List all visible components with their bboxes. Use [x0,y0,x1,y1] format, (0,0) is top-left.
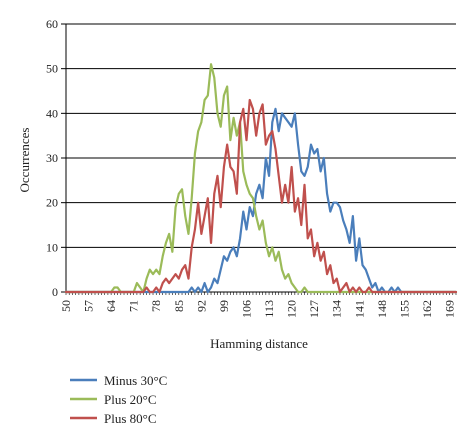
axes [61,23,457,295]
y-tick-label: 20 [46,196,58,210]
x-tick-label: 71 [127,300,141,312]
y-tick-label: 50 [46,62,58,76]
x-tick-label: 141 [352,300,366,318]
x-tick-label: 162 [420,300,434,318]
grid-lines [66,23,456,248]
legend-label: Plus 20°C [104,392,157,407]
y-axis-title: Occurrences [17,128,32,193]
x-tick-label: 113 [262,300,276,318]
series-line-2 [64,98,458,294]
x-tick-label: 120 [285,300,299,318]
y-tick-labels: 0 10 20 30 40 50 60 [46,17,58,299]
x-tick-label: 106 [239,300,253,318]
x-tick-label: 78 [149,300,163,312]
x-tick-label: 148 [375,300,389,318]
series-line-1 [64,63,458,294]
legend-label: Plus 80°C [104,411,157,426]
y-tick-label: 0 [52,285,58,299]
series-lines [64,63,458,294]
y-tick-label: 30 [46,151,58,165]
x-tick-label: 64 [104,300,118,312]
x-tick-label: 99 [217,300,231,312]
series-line-0 [64,107,458,294]
x-tick-label: 127 [307,300,321,318]
y-tick-label: 60 [46,17,58,31]
x-tick-label: 169 [443,300,457,318]
x-tick-label: 50 [59,300,73,312]
legend-label: Minus 30°C [104,373,167,388]
y-tick-label: 10 [46,240,58,254]
legend: Minus 30°C Plus 20°C Plus 80°C [70,373,167,426]
x-tick-label: 57 [82,300,96,312]
x-tick-labels: 50 57 64 71 78 85 92 99 106 113 120 127 134 141 148 155… [59,300,457,318]
x-tick-label: 92 [194,300,208,312]
x-tick-label: 134 [330,300,344,318]
y-tick-label: 40 [46,106,58,120]
x-tick-label: 85 [172,300,186,312]
x-tick-label: 155 [397,300,411,318]
x-axis-title: Hamming distance [210,336,308,351]
